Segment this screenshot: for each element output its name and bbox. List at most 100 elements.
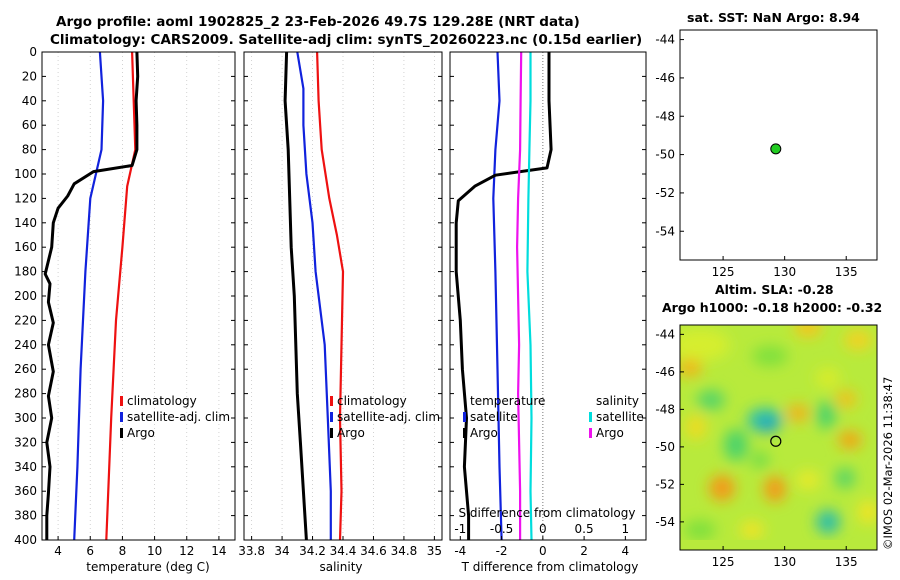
legend-climatology-swatch — [330, 396, 333, 406]
legend-argo-label: Argo — [127, 426, 155, 440]
sla-map-axes-box — [679, 324, 878, 551]
sla-blob — [740, 521, 764, 539]
top-axis-tick-label: -1 — [454, 522, 466, 536]
series-line-satellite-adj-clim — [296, 51, 332, 540]
x-tick-label: 6 — [86, 544, 94, 558]
sla-blob — [786, 404, 810, 422]
map-x-tick-label: 135 — [835, 265, 858, 279]
sla-blob — [709, 475, 735, 501]
temperature-axes-box — [41, 51, 236, 541]
temperature-panel: 0 20 40 60 80 100 120 140 160 180 200 220 240 260 280 3… — [14, 45, 236, 574]
x-tick-label: 34.4 — [330, 544, 357, 558]
sla-blob — [835, 390, 857, 408]
x-tick-label: 34.8 — [391, 544, 418, 558]
map-y-tick-label: -48 — [655, 402, 675, 416]
y-tick-label: 380 — [14, 509, 37, 523]
map-x-tick-label: 130 — [773, 265, 796, 279]
y-tick-label: 360 — [14, 484, 37, 498]
x-tick-label: 14 — [211, 544, 226, 558]
legend-satellite-swatch — [120, 412, 123, 422]
series-line-temperature-satellite — [492, 51, 503, 541]
y-tick-label: 100 — [14, 167, 37, 181]
x-tick-label: 34.2 — [299, 544, 326, 558]
map-y-tick-label: -52 — [655, 477, 675, 491]
sla-map-title-2: Argo h1000: -0.18 h2000: -0.32 — [662, 300, 883, 315]
salinity-panel: 33.8 34 34.2 34.4 34.6 34.8 35 salinity climat… — [238, 51, 443, 574]
y-tick-label: 80 — [22, 143, 37, 157]
map-y-tick-label: -52 — [655, 186, 675, 200]
legend-satellite-label: satellite-adj. clim — [127, 410, 230, 424]
sla-map: 125 130 135 -44 -46 -48 -50 -52 -54 — [655, 324, 878, 569]
x-tick-label: 12 — [179, 544, 194, 558]
difference-axes-box — [449, 51, 647, 541]
y-tick-label: 280 — [14, 387, 37, 401]
map-y-tick-label: -50 — [655, 440, 675, 454]
x-tick-label: 34.6 — [360, 544, 387, 558]
map-y-tick-label: -44 — [655, 327, 675, 341]
sla-blob — [838, 431, 862, 449]
map-x-tick-label: 130 — [773, 555, 796, 569]
legend-argo-label: Argo — [337, 426, 365, 440]
y-tick-label: 40 — [22, 94, 37, 108]
legend-climatology-label: climatology — [337, 394, 407, 408]
salinity-xlabel: salinity — [319, 560, 362, 574]
map-y-tick-label: -46 — [655, 365, 675, 379]
sla-blob — [758, 418, 778, 432]
sla-blob — [684, 520, 716, 540]
map-y-tick-label: -54 — [655, 515, 675, 529]
x-tick-label: 35 — [427, 544, 442, 558]
x-tick-label: 4 — [54, 544, 62, 558]
sla-blob — [751, 452, 769, 468]
sst-map: 125 130 135 -44 -46 -48 -50 -52 -54 — [655, 29, 878, 279]
y-tick-label: 20 — [22, 69, 37, 83]
map-x-tick-label: 135 — [835, 555, 858, 569]
map-y-tick-label: -46 — [655, 71, 675, 85]
y-tick-label: 140 — [14, 216, 37, 230]
sla-field — [680, 325, 877, 540]
difference-top-axis-label: S difference from climatology — [459, 506, 636, 520]
legend-sal-satellite-label: satellite — [596, 410, 644, 424]
y-tick-label: 60 — [22, 118, 37, 132]
legend-temperature-title: temperature — [470, 394, 545, 408]
legend-satellite-label: satellite-adj. clim — [337, 410, 440, 424]
sla-blob — [764, 476, 786, 502]
series-line-satellite-adj-clim — [73, 51, 105, 541]
legend-sal-satellite-swatch — [589, 412, 592, 422]
x-tick-label: 33.8 — [238, 544, 265, 558]
sla-blob — [697, 390, 725, 410]
legend-satellite-swatch — [330, 412, 333, 422]
series-line-salinity-satellite — [526, 52, 533, 541]
series-line-climatology — [316, 51, 345, 541]
x-tick-label: 34 — [274, 544, 289, 558]
x-tick-label: -4 — [454, 544, 466, 558]
sla-argo-marker — [770, 435, 782, 447]
y-tick-label: 180 — [14, 265, 37, 279]
top-axis-tick-label: 1 — [622, 522, 630, 536]
sla-blob — [680, 359, 702, 377]
x-tick-label: 8 — [119, 544, 127, 558]
header-line-1: Argo profile: aoml 1902825_2 23-Feb-2026… — [56, 14, 580, 30]
series-line-argo — [283, 51, 308, 541]
legend-sal-argo-swatch — [589, 428, 592, 438]
legend-climatology-label: climatology — [127, 394, 197, 408]
sla-blob — [858, 500, 877, 524]
series-line-salinity-argo — [515, 51, 523, 540]
y-tick-label: 400 — [14, 533, 37, 547]
x-tick-label: 10 — [147, 544, 162, 558]
difference-xlabel: T difference from climatology — [461, 560, 639, 574]
legend-temp-argo-label: Argo — [470, 426, 498, 440]
legend-sal-argo-label: Argo — [596, 426, 624, 440]
y-tick-label: 300 — [14, 411, 37, 425]
sla-blob — [816, 401, 836, 429]
map-x-tick-label: 125 — [712, 555, 735, 569]
header-line-2: Climatology: CARS2009. Satellite-adj cli… — [50, 32, 643, 48]
sst-argo-marker — [770, 143, 782, 155]
y-tick-label: 240 — [14, 338, 37, 352]
top-axis-tick-label: 0 — [539, 522, 547, 536]
y-tick-label: 320 — [14, 435, 37, 449]
map-y-tick-label: -44 — [655, 33, 675, 47]
sla-blob — [796, 470, 820, 490]
map-y-tick-label: -50 — [655, 148, 675, 162]
map-x-tick-label: 125 — [712, 265, 735, 279]
